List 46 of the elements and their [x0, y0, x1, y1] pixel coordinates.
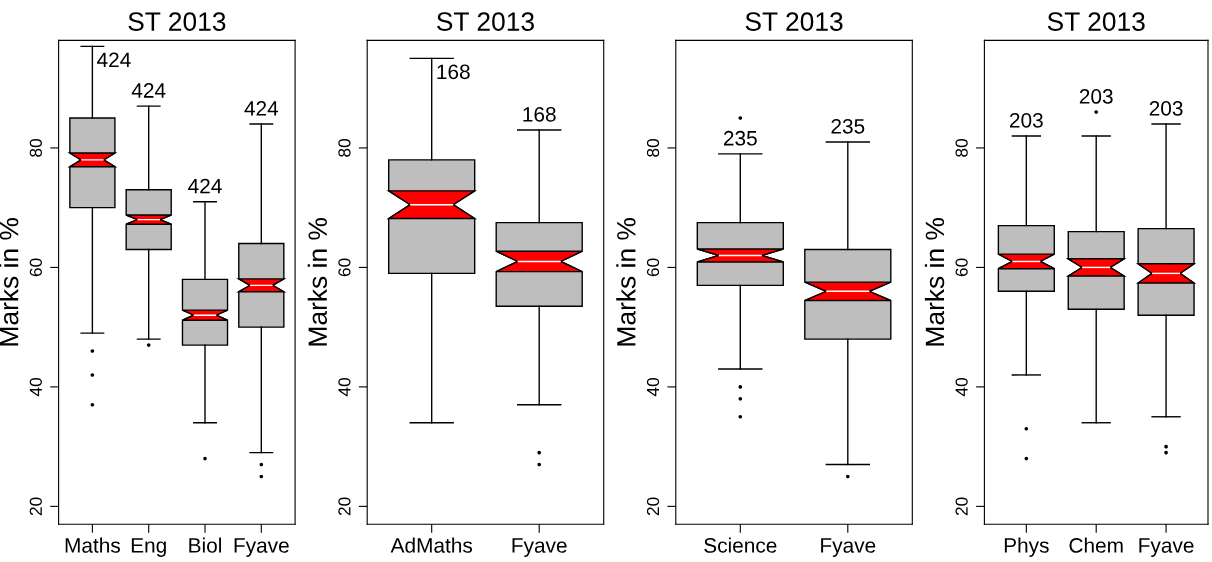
annotation: 203 — [1010, 112, 1043, 128]
annotation: 235 — [723, 130, 757, 146]
annotation: 203 — [1149, 101, 1183, 116]
x-tick-label: Phys — [1004, 537, 1049, 557]
annotation: 235 — [831, 118, 865, 134]
annotation: 203 — [1079, 89, 1113, 104]
x-tick-label: Fyave — [821, 538, 876, 557]
y-axis-title: Marks in % — [924, 218, 945, 346]
y-tick-label: 60 — [955, 258, 968, 277]
y-axis-title: Marks in % — [0, 218, 19, 346]
annotation: 168 — [523, 106, 556, 122]
chart-title: ST 2013 — [128, 12, 226, 31]
y-tick-label: 20 — [955, 497, 968, 516]
x-tick-label: Biol — [189, 537, 221, 553]
x-tick-label: Maths — [65, 537, 120, 553]
y-axis-title: Marks in % — [307, 218, 328, 346]
x-tick-label: Chem — [1069, 537, 1123, 553]
x-tick-label: Science — [704, 537, 777, 553]
y-tick-label: 80 — [955, 138, 968, 157]
y-tick-label: 80 — [29, 138, 42, 157]
y-tick-label: 20 — [29, 497, 42, 516]
y-tick-label: 60 — [29, 258, 42, 277]
y-tick-label: 40 — [955, 377, 968, 397]
y-tick-label: 20 — [646, 497, 660, 516]
y-tick-label: 40 — [29, 377, 42, 397]
x-tick-label: Fyave — [234, 538, 289, 557]
x-tick-label: Fyave — [512, 538, 567, 557]
y-tick-label: 40 — [338, 377, 351, 397]
chart-title: ST 2013 — [437, 12, 534, 31]
y-tick-label: 80 — [646, 138, 660, 157]
chart-title: ST 2013 — [745, 12, 843, 31]
y-tick-label: 80 — [338, 138, 351, 157]
y-tick-label: 60 — [338, 258, 351, 277]
annotation: 424 — [188, 178, 222, 194]
x-tick-label: Eng — [131, 538, 166, 557]
annotation: 424 — [244, 101, 279, 116]
annotation: 424 — [131, 83, 166, 98]
x-tick-label: AdMaths — [390, 537, 473, 553]
y-tick-label: 40 — [646, 377, 660, 397]
annotation: 424 — [97, 52, 131, 68]
y-tick-label: 20 — [338, 497, 351, 516]
annotation: 168 — [437, 64, 470, 80]
y-tick-label: 60 — [646, 258, 660, 277]
chart-title: ST 2013 — [1047, 12, 1145, 31]
y-axis-title: Marks in % — [616, 218, 636, 346]
x-tick-label: Fyave — [1139, 538, 1194, 557]
